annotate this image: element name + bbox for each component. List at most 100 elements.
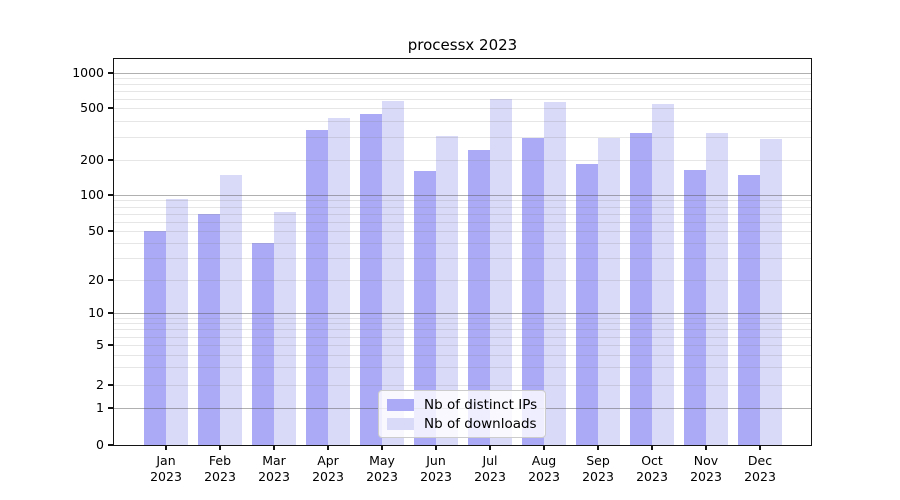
- gridline-minor-300: [114, 136, 811, 138]
- x-tick-label-may-2023: May 2023: [366, 453, 398, 484]
- legend-swatch-downloads: [387, 417, 414, 430]
- x-tick-label-dec-2023: Dec 2023: [744, 453, 776, 484]
- y-tick-label-50: 50: [88, 223, 104, 238]
- x-tick-nov-2023: [705, 445, 707, 450]
- bar-nb-of-distinct-ips-sep-2023: [576, 163, 598, 445]
- gridline-minor-50: [114, 231, 811, 232]
- x-tick-label-apr-2023: Apr 2023: [312, 453, 344, 484]
- gridline-minor-4: [114, 354, 811, 356]
- bar-nb-of-distinct-ips-dec-2023: [738, 174, 760, 445]
- y-tick-100: [108, 194, 113, 196]
- y-tick-200: [108, 159, 113, 161]
- bar-nb-of-downloads-apr-2023: [328, 117, 350, 445]
- x-tick-apr-2023: [327, 445, 329, 450]
- bar-nb-of-distinct-ips-mar-2023: [252, 242, 274, 445]
- gridline-minor-30: [114, 258, 811, 260]
- bar-nb-of-downloads-jan-2023: [166, 199, 188, 445]
- gridline-minor-80: [114, 206, 811, 208]
- y-tick-label-2: 2: [96, 377, 104, 392]
- gridline-minor-5: [114, 345, 811, 346]
- x-tick-label-sep-2023: Sep 2023: [582, 453, 614, 484]
- bar-nb-of-distinct-ips-may-2023: [360, 113, 382, 445]
- y-tick-1: [108, 407, 113, 409]
- gridline-minor-90: [114, 200, 811, 202]
- x-tick-aug-2023: [543, 445, 545, 450]
- gridline-minor-3: [114, 367, 811, 369]
- chart-title: processx 2023: [407, 36, 518, 54]
- y-tick-10: [108, 312, 113, 314]
- y-tick-500: [108, 107, 113, 109]
- bar-nb-of-downloads-oct-2023: [652, 104, 674, 445]
- x-tick-mar-2023: [273, 445, 275, 450]
- x-tick-label-aug-2023: Aug 2023: [528, 453, 560, 484]
- x-tick-label-jul-2023: Jul 2023: [474, 453, 506, 484]
- bar-nb-of-downloads-sep-2023: [598, 137, 620, 445]
- legend-label-distinct-ips: Nb of distinct IPs: [424, 396, 538, 413]
- legend-swatch-distinct-ips: [387, 398, 414, 411]
- gridline-major-10: [114, 313, 811, 314]
- y-tick-1000: [108, 72, 113, 74]
- gridline-minor-800: [114, 84, 811, 86]
- bar-nb-of-distinct-ips-feb-2023: [198, 213, 220, 445]
- bar-nb-of-downloads-jul-2023: [490, 98, 512, 445]
- y-tick-label-10: 10: [88, 305, 104, 320]
- legend: Nb of distinct IPs Nb of downloads: [378, 390, 546, 438]
- bar-nb-of-downloads-feb-2023: [220, 174, 242, 445]
- bar-nb-of-downloads-may-2023: [382, 100, 404, 445]
- y-tick-label-1000: 1000: [72, 65, 104, 80]
- gridline-minor-200: [114, 160, 811, 161]
- legend-item-downloads: Nb of downloads: [387, 417, 537, 431]
- y-tick-label-500: 500: [80, 100, 104, 115]
- gridline-minor-70: [114, 213, 811, 215]
- legend-label-downloads: Nb of downloads: [424, 415, 537, 432]
- gridline-minor-6: [114, 336, 811, 338]
- gridline-minor-2: [114, 385, 811, 386]
- bar-nb-of-downloads-nov-2023: [706, 133, 728, 445]
- y-tick-50: [108, 230, 113, 232]
- gridline-minor-900: [114, 78, 811, 80]
- y-tick-label-0: 0: [96, 437, 104, 452]
- x-tick-jun-2023: [435, 445, 437, 450]
- y-tick-0: [108, 444, 113, 446]
- y-tick-2: [108, 384, 113, 386]
- gridline-minor-60: [114, 221, 811, 223]
- bar-nb-of-distinct-ips-jun-2023: [414, 171, 436, 445]
- bar-nb-of-distinct-ips-jul-2023: [468, 149, 490, 445]
- gridline-minor-700: [114, 91, 811, 92]
- x-tick-label-nov-2023: Nov 2023: [690, 453, 722, 484]
- gridline-minor-400: [114, 120, 811, 122]
- y-tick-label-5: 5: [96, 337, 104, 352]
- gridline-minor-500: [114, 108, 811, 109]
- x-tick-label-jun-2023: Jun 2023: [420, 453, 452, 484]
- bar-nb-of-distinct-ips-apr-2023: [306, 129, 328, 445]
- y-tick-label-100: 100: [80, 187, 104, 202]
- x-tick-dec-2023: [759, 445, 761, 450]
- x-tick-sep-2023: [597, 445, 599, 450]
- gridline-minor-40: [114, 242, 811, 244]
- gridline-major-1000: [114, 73, 811, 74]
- bar-nb-of-distinct-ips-nov-2023: [684, 169, 706, 445]
- bar-nb-of-distinct-ips-oct-2023: [630, 133, 652, 445]
- x-tick-may-2023: [381, 445, 383, 450]
- legend-item-distinct-ips: Nb of distinct IPs: [387, 398, 537, 412]
- x-tick-oct-2023: [651, 445, 653, 450]
- x-tick-feb-2023: [219, 445, 221, 450]
- x-tick-label-feb-2023: Feb 2023: [204, 453, 236, 484]
- bar-nb-of-downloads-jun-2023: [436, 136, 458, 445]
- gridline-minor-9: [114, 317, 811, 319]
- x-tick-label-mar-2023: Mar 2023: [258, 453, 290, 484]
- x-tick-label-jan-2023: Jan 2023: [150, 453, 182, 484]
- x-tick-jul-2023: [489, 445, 491, 450]
- bar-nb-of-distinct-ips-aug-2023: [522, 137, 544, 445]
- y-tick-5: [108, 344, 113, 346]
- gridline-minor-7: [114, 329, 811, 331]
- bar-nb-of-downloads-aug-2023: [544, 102, 566, 445]
- y-tick-20: [108, 279, 113, 281]
- gridline-minor-600: [114, 98, 811, 100]
- bar-nb-of-distinct-ips-jan-2023: [144, 231, 166, 445]
- x-tick-label-oct-2023: Oct 2023: [636, 453, 668, 484]
- bar-nb-of-downloads-mar-2023: [274, 212, 296, 445]
- y-tick-label-200: 200: [80, 152, 104, 167]
- x-tick-jan-2023: [165, 445, 167, 450]
